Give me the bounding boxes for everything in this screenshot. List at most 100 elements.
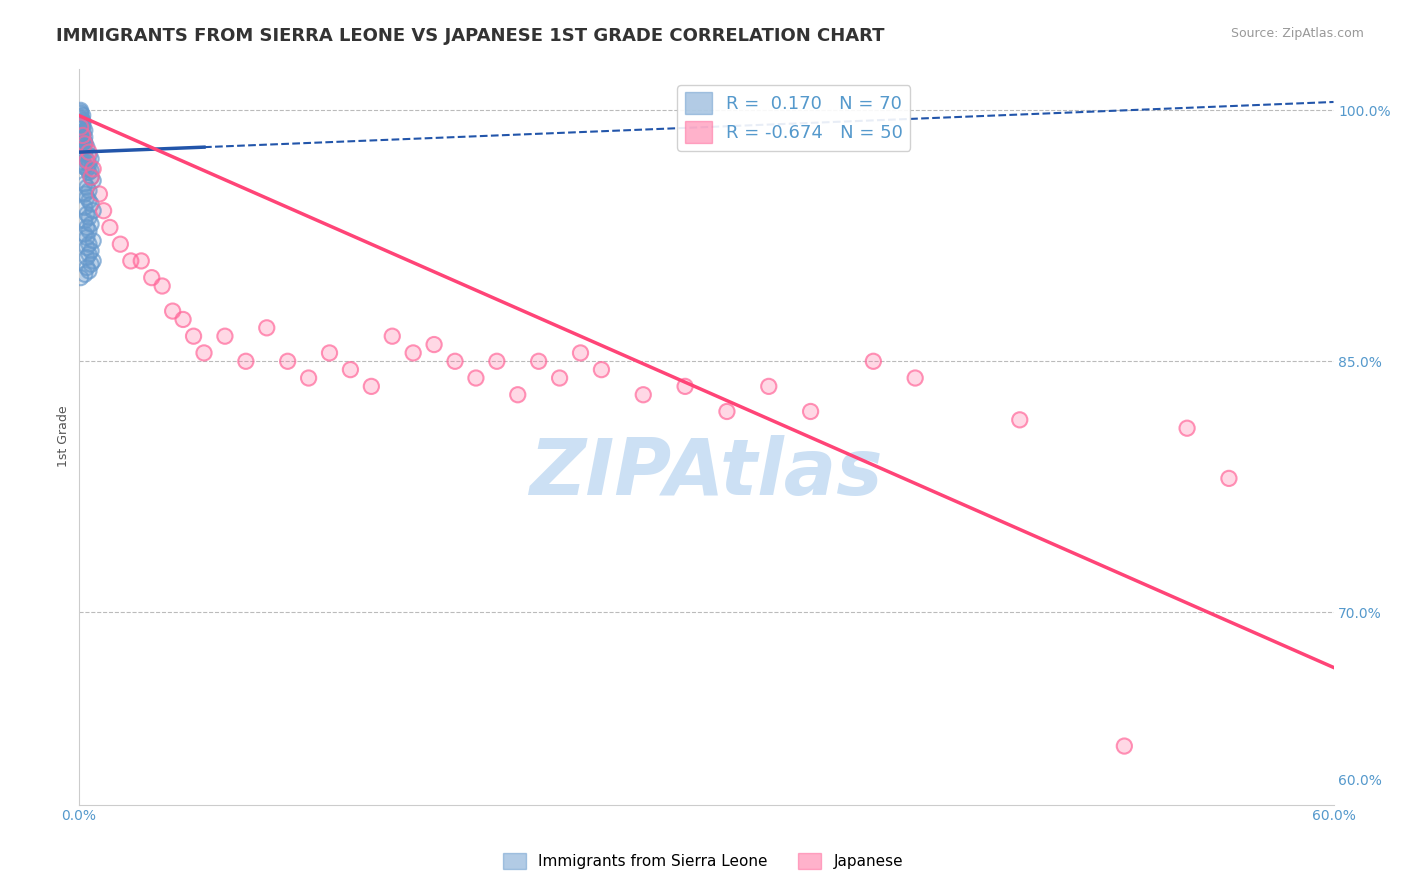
Point: [183, 329, 205, 343]
Point: [82, 203, 104, 218]
Point: [800, 404, 823, 418]
Point: [93, 203, 115, 218]
Point: [80, 197, 103, 211]
Point: [77, 237, 100, 252]
Point: [402, 346, 425, 360]
Point: [591, 362, 613, 376]
Point: [80, 244, 103, 258]
Point: [77, 148, 100, 162]
Point: [72, 115, 94, 129]
Point: [69, 120, 91, 134]
Point: [77, 224, 100, 238]
Point: [72, 144, 94, 158]
Point: [1114, 739, 1136, 753]
Point: [73, 123, 96, 137]
Point: [444, 354, 467, 368]
Point: [150, 279, 173, 293]
Point: [77, 145, 100, 160]
Point: [69, 112, 91, 126]
Point: [80, 152, 103, 166]
Point: [98, 220, 121, 235]
Point: [73, 177, 96, 191]
Point: [569, 346, 592, 360]
Point: [69, 138, 91, 153]
Point: [673, 379, 696, 393]
Point: [77, 211, 100, 225]
Point: [76, 153, 98, 168]
Point: [633, 388, 655, 402]
Point: [1175, 421, 1198, 435]
Point: [339, 362, 361, 376]
Point: [76, 153, 98, 168]
Point: [256, 321, 278, 335]
Point: [548, 371, 571, 385]
Point: [98, 220, 121, 235]
Point: [423, 337, 446, 351]
Point: [77, 184, 100, 198]
Point: [423, 337, 446, 351]
Point: [1218, 471, 1240, 485]
Point: [758, 379, 780, 393]
Point: [673, 379, 696, 393]
Point: [76, 153, 98, 168]
Point: [82, 253, 104, 268]
Point: [76, 220, 98, 235]
Point: [82, 161, 104, 176]
Y-axis label: 1st Grade: 1st Grade: [58, 406, 70, 467]
Point: [89, 186, 111, 201]
Point: [339, 362, 361, 376]
Point: [214, 329, 236, 343]
Point: [381, 329, 404, 343]
Point: [69, 105, 91, 120]
Point: [110, 237, 132, 252]
Point: [73, 136, 96, 151]
Point: [69, 106, 91, 120]
Point: [120, 253, 142, 268]
Point: [193, 346, 215, 360]
Point: [72, 108, 94, 122]
Point: [72, 150, 94, 164]
Point: [72, 117, 94, 131]
Point: [80, 170, 103, 185]
Point: [72, 125, 94, 139]
Point: [73, 135, 96, 149]
Point: [506, 388, 529, 402]
Point: [862, 354, 884, 368]
Point: [69, 128, 91, 143]
Point: [76, 240, 98, 254]
Point: [162, 304, 184, 318]
Point: [72, 132, 94, 146]
Point: [73, 200, 96, 214]
Point: [77, 165, 100, 179]
Point: [76, 161, 98, 176]
Point: [76, 240, 98, 254]
Point: [904, 371, 927, 385]
Point: [150, 279, 173, 293]
Point: [72, 144, 94, 158]
Point: [76, 251, 98, 265]
Point: [73, 136, 96, 151]
Point: [72, 108, 94, 122]
Point: [69, 103, 91, 118]
Point: [77, 157, 100, 171]
Point: [73, 135, 96, 149]
Point: [76, 260, 98, 275]
Point: [77, 148, 100, 162]
Point: [72, 132, 94, 146]
Point: [141, 270, 163, 285]
Point: [77, 165, 100, 179]
Point: [76, 180, 98, 194]
Point: [76, 230, 98, 244]
Point: [72, 133, 94, 147]
Point: [72, 155, 94, 169]
Point: [72, 125, 94, 139]
Point: [80, 163, 103, 178]
Point: [464, 371, 486, 385]
Point: [162, 304, 184, 318]
Point: [82, 234, 104, 248]
Point: [80, 170, 103, 185]
Point: [69, 120, 91, 134]
Point: [129, 253, 152, 268]
Point: [73, 136, 96, 151]
Point: [527, 354, 550, 368]
